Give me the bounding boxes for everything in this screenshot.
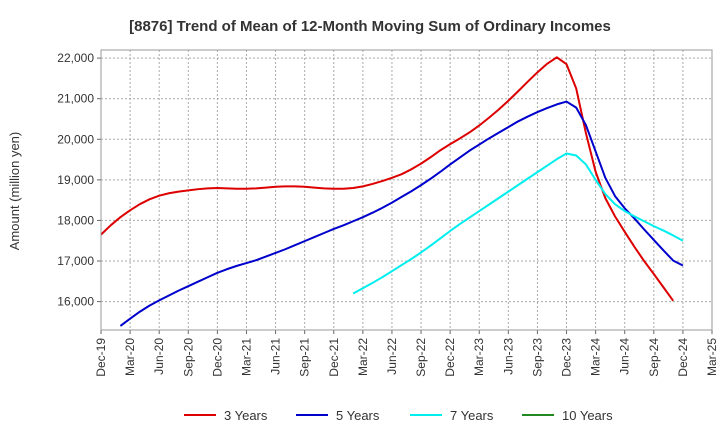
x-tick-label: Sep-23 (530, 338, 544, 377)
y-tick-label: 16,000 (57, 295, 94, 309)
legend-label: 3 Years (224, 408, 268, 423)
y-axis-label: Amount (million yen) (7, 132, 22, 251)
y-tick-label: 18,000 (57, 213, 94, 227)
x-tick-label: Mar-23 (472, 338, 486, 376)
x-axis: Dec-19 Mar-20 Jun-20 Sep-20 Dec-20 Mar-21 Jun-… (94, 330, 719, 377)
y-tick-label: 21,000 (57, 92, 94, 106)
x-tick-label: Sep-24 (647, 338, 661, 377)
y-axis: 16,000 17,000 18,000 19,000 20,000 21,000 22,0… (57, 51, 101, 309)
x-tick-label: Jun-22 (385, 338, 399, 375)
x-tick-label: Sep-20 (181, 338, 195, 377)
y-tick-label: 20,000 (57, 132, 94, 146)
x-tick-label: Mar-25 (705, 338, 719, 376)
series-line-7-years (352, 152, 684, 295)
x-tick-label: Sep-22 (414, 338, 428, 377)
x-tick-label: Jun-24 (618, 338, 632, 375)
x-tick-label: Jun-23 (501, 338, 515, 375)
chart-title: [8876] Trend of Mean of 12-Month Moving … (129, 18, 611, 35)
series-line-5-years (119, 100, 684, 327)
x-tick-label: Sep-21 (298, 338, 312, 377)
x-tick-label: Mar-20 (123, 338, 137, 376)
legend-label: 5 Years (336, 408, 380, 423)
grid-lines (100, 50, 713, 330)
x-tick-label: Dec-23 (560, 338, 574, 377)
x-tick-label: Dec-19 (94, 338, 108, 377)
x-tick-label: Mar-21 (239, 338, 253, 376)
x-tick-label: Dec-21 (327, 338, 341, 377)
y-tick-label: 22,000 (57, 51, 94, 65)
legend: 3 Years 5 Years 7 Years 10 Years (184, 408, 613, 423)
series-lines (100, 56, 684, 327)
y-tick-label: 17,000 (57, 254, 94, 268)
legend-label: 10 Years (562, 408, 613, 423)
y-tick-label: 19,000 (57, 173, 94, 187)
legend-label: 7 Years (450, 408, 494, 423)
x-tick-label: Mar-24 (589, 338, 603, 376)
plot-area (100, 49, 713, 331)
x-tick-label: Dec-24 (676, 338, 690, 377)
x-tick-label: Jun-20 (152, 338, 166, 375)
series-line-3-years (100, 56, 675, 302)
x-tick-label: Dec-22 (443, 338, 457, 377)
x-tick-label: Mar-22 (356, 338, 370, 376)
x-tick-label: Jun-21 (269, 338, 283, 375)
x-tick-label: Dec-20 (210, 338, 224, 377)
